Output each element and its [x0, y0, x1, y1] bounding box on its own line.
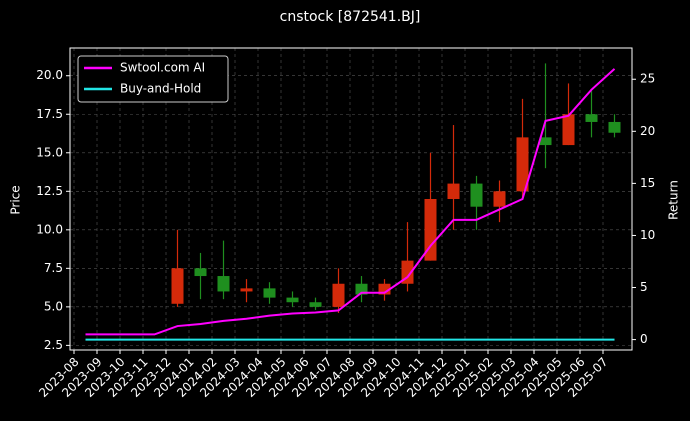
y-tick-label: 2.5 [44, 338, 63, 352]
legend-label: Swtool.com AI [120, 61, 205, 75]
legend: Swtool.com AI Buy-and-Hold [77, 55, 229, 103]
y-tick-label: 12.5 [36, 184, 63, 198]
candle-body [562, 114, 575, 146]
return-line [85, 68, 616, 336]
y2-tick-label: 5 [640, 280, 648, 294]
y-tick-label: 20.0 [36, 68, 63, 82]
candle-body [355, 283, 368, 295]
candle-body [217, 276, 230, 292]
y2-axis-label: Return [667, 180, 681, 220]
candle-body [171, 268, 184, 304]
y-tick-label: 15.0 [36, 145, 63, 159]
y2-tick-label: 20 [640, 124, 655, 138]
y-tick-label: 10.0 [36, 222, 63, 236]
y-tick-label: 17.5 [36, 107, 63, 121]
candle-body [516, 137, 529, 192]
legend-label: Buy-and-Hold [120, 82, 201, 96]
y-tick-label: 5.0 [44, 299, 63, 313]
y2-tick-label: 15 [640, 176, 655, 190]
candle-body [378, 283, 391, 295]
y2-tick-label: 25 [640, 72, 655, 86]
candle-body [286, 297, 299, 303]
y-axis-label: Price [9, 185, 23, 214]
candle-body [447, 183, 460, 199]
candle-body [309, 302, 322, 307]
candle-body [194, 268, 207, 277]
y-tick-label: 7.5 [44, 261, 63, 275]
candle-body [470, 183, 483, 207]
candle-body [424, 199, 437, 261]
chart-title: cnstock [872541.BJ] [280, 9, 421, 25]
candle-body [332, 283, 345, 307]
y2-tick-label: 0 [640, 332, 648, 346]
candle-body [585, 114, 598, 122]
candle-body [493, 191, 506, 207]
plot-frame [69, 47, 633, 351]
candle-body [539, 137, 552, 146]
candle-body [263, 288, 276, 298]
candle-body [240, 288, 253, 292]
y2-tick-label: 10 [640, 228, 655, 242]
legend-box [77, 55, 229, 103]
candle-body [608, 121, 621, 133]
